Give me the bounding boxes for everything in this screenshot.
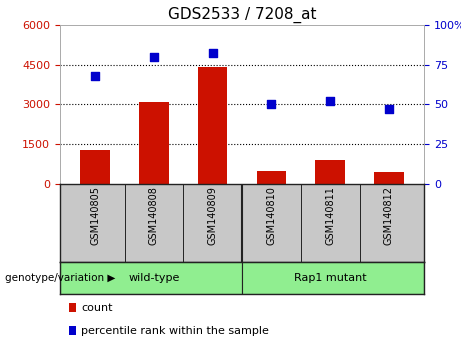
Point (268, 102, 275, 107)
Text: percentile rank within the sample: percentile rank within the sample (81, 326, 269, 336)
Point (150, 54, 158, 59)
Title: GDS2533 / 7208_at: GDS2533 / 7208_at (168, 7, 316, 23)
Bar (242, 262, 424, 294)
Bar (257, 171, 286, 184)
Bar (374, 172, 403, 184)
Point (326, 98, 334, 104)
Text: GSM140805: GSM140805 (90, 187, 100, 245)
Bar (198, 67, 227, 184)
Point (209, 51, 216, 56)
Text: genotype/variation ▶: genotype/variation ▶ (5, 273, 115, 283)
Text: GSM140811: GSM140811 (325, 187, 335, 245)
Text: Rap1 mutant: Rap1 mutant (294, 273, 366, 283)
Point (91, 73, 99, 79)
Bar (81, 149, 110, 184)
Text: GSM140808: GSM140808 (149, 187, 159, 245)
Bar (60, 262, 242, 294)
Point (385, 106, 393, 112)
Bar (139, 102, 169, 184)
Text: GSM140810: GSM140810 (266, 187, 277, 245)
Bar (315, 160, 345, 184)
Text: GSM140812: GSM140812 (384, 187, 394, 245)
Text: wild-type: wild-type (128, 273, 180, 283)
Text: count: count (81, 303, 112, 313)
Text: GSM140809: GSM140809 (207, 187, 218, 245)
